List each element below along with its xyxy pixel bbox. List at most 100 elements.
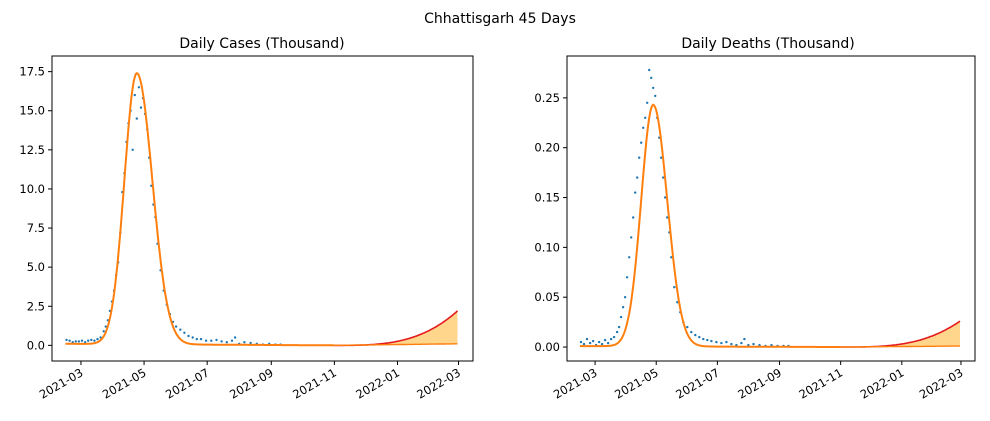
observed-point (706, 338, 709, 342)
projection-band (840, 321, 960, 347)
observed-point (673, 286, 676, 289)
observed-point (585, 337, 589, 341)
observed-point (220, 340, 223, 343)
y-tick-label: 0.10 (534, 240, 560, 254)
observed-point (139, 106, 143, 109)
observed-point (623, 296, 627, 299)
y-tick-label: 15.0 (19, 104, 45, 118)
observed-point (642, 126, 645, 129)
observed-point (80, 339, 84, 342)
y-tick-label: 0.15 (534, 191, 560, 205)
y-tick-label: 0.25 (534, 91, 560, 105)
observed-point (174, 325, 178, 328)
observed-point (715, 340, 718, 344)
observed-point (625, 276, 629, 279)
x-tick-label: 2021-03 (37, 365, 86, 401)
observed-point (630, 236, 633, 239)
observed-point (191, 336, 194, 339)
observed-point (615, 330, 619, 334)
observed-point (632, 216, 635, 219)
observed-point (720, 341, 723, 345)
observed-point (137, 86, 141, 89)
observed-point (582, 342, 586, 346)
observed-point (619, 315, 623, 319)
y-tick-label: 5.0 (27, 260, 45, 274)
observed-point (676, 301, 679, 304)
x-tick-label: 2022-03 (917, 365, 966, 401)
observed-point (646, 101, 649, 105)
y-tick-label: 17.5 (19, 65, 45, 79)
x-tick-label: 2022-01 (858, 365, 907, 401)
x-tick-label: 2022-01 (353, 365, 402, 401)
observed-point (702, 337, 705, 341)
observed-point (600, 342, 604, 346)
figure-suptitle: Chhattisgarh 45 Days (424, 11, 576, 27)
observed-point (747, 343, 750, 347)
observed-point (654, 94, 657, 98)
observed-point (606, 341, 610, 345)
x-tick-label: 2021-09 (735, 365, 784, 401)
observed-point (133, 93, 136, 97)
observed-point (68, 339, 71, 342)
observed-point (215, 338, 218, 342)
observed-point (634, 191, 637, 194)
observed-point (694, 333, 697, 337)
projection-lower-line (334, 343, 458, 347)
observed-point (730, 342, 733, 346)
observed-point (770, 343, 773, 347)
x-tick-label: 2021-11 (290, 365, 339, 401)
observed-point (74, 340, 78, 343)
observed-point (99, 336, 102, 339)
observed-point (644, 116, 647, 120)
observed-point (743, 337, 746, 341)
x-tick-label: 2021-09 (227, 365, 276, 401)
y-tick-label: 0.20 (534, 141, 560, 155)
x-tick-label: 2021-05 (100, 365, 149, 401)
observed-point (660, 156, 663, 159)
observed-point (650, 76, 653, 80)
observed-point (666, 216, 669, 219)
observed-point (740, 341, 743, 345)
observed-point (77, 340, 81, 343)
y-tick-label: 0.05 (534, 290, 560, 304)
observed-point (686, 325, 689, 329)
observed-point (621, 306, 625, 309)
observed-point (183, 331, 186, 334)
observed-point (230, 339, 234, 342)
observed-point (179, 328, 182, 331)
x-tick-label: 2022-03 (414, 365, 463, 401)
observed-point (648, 68, 651, 72)
observed-point (664, 196, 667, 199)
observed-point (195, 337, 198, 341)
observed-point (617, 325, 621, 329)
observed-point (725, 340, 728, 344)
observed-point (636, 176, 639, 179)
observed-point (758, 343, 761, 347)
observed-point (710, 339, 713, 343)
observed-point (233, 336, 237, 339)
observed-point (603, 338, 607, 342)
x-tick-label: 2021-05 (612, 365, 661, 401)
observed-point (698, 335, 701, 339)
observed-point (670, 256, 673, 259)
y-tick-label: 0.0 (27, 338, 45, 352)
observed-point (90, 338, 93, 342)
observed-point (96, 337, 99, 341)
observed-point (628, 256, 631, 259)
observed-point (199, 337, 203, 341)
y-tick-label: 2.5 (27, 299, 45, 313)
x-tick-label: 2021-07 (163, 365, 212, 401)
observed-point (591, 339, 595, 343)
observed-point (752, 342, 755, 346)
observed-point (65, 338, 68, 342)
x-tick-label: 2021-11 (797, 365, 846, 401)
axes-frame (51, 55, 474, 362)
panel-title: Daily Cases (Thousand) (179, 36, 344, 52)
observed-point (579, 340, 583, 344)
x-tick-label: 2021-07 (673, 365, 722, 401)
panel-deaths: Daily Deaths (Thousand) 0.00 0.05 0.10 0.15… (534, 36, 976, 402)
y-tick-label: 10.0 (19, 182, 45, 196)
observed-point (210, 339, 213, 342)
panel-title: Daily Deaths (Thousand) (681, 36, 854, 52)
observed-point (612, 335, 616, 339)
